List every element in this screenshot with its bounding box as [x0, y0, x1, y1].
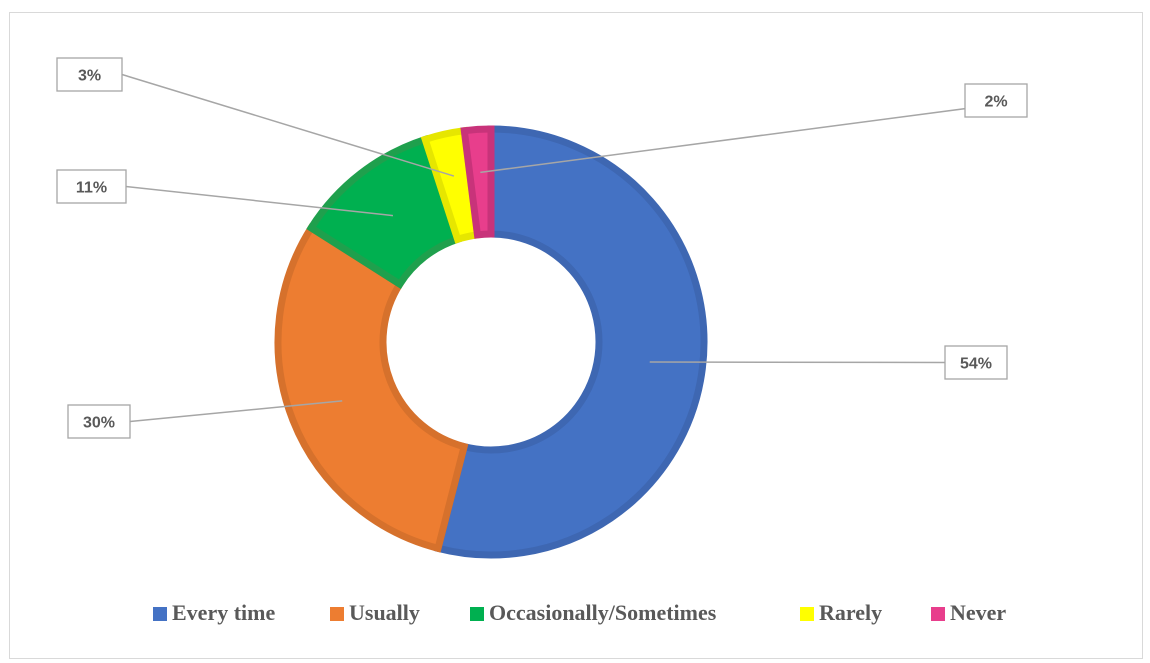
legend-item-never: Never: [931, 600, 1006, 625]
legend-swatch: [800, 607, 814, 621]
legend: Every time Usually Occasionally/Sometimes R…: [153, 600, 1006, 625]
leader-line-usually: [129, 400, 343, 423]
legend-item-occasionally-sometimes: Occasionally/Sometimes: [470, 600, 717, 625]
legend-swatch: [330, 607, 344, 621]
data-label-box: [56, 169, 127, 204]
legend-label: Every time: [172, 600, 275, 625]
leader-line-occasionally-sometimes: [125, 185, 394, 217]
legend-swatch: [470, 607, 484, 621]
legend-swatch: [931, 607, 945, 621]
data-labels: 54% 30% 11% 3% 2%: [56, 57, 1028, 439]
leader-line-never: [480, 99, 1028, 174]
leader-lines: [121, 73, 1028, 423]
data-label-box: [944, 345, 1008, 380]
data-label-rarely: 3%: [56, 57, 123, 92]
data-label-text: 3%: [78, 68, 101, 85]
data-label-box: [67, 404, 131, 439]
data-label-text: 30%: [83, 415, 115, 432]
data-label-text: 54%: [960, 356, 992, 373]
legend-item-usually: Usually: [330, 600, 420, 625]
leader-line-rarely: [121, 73, 455, 177]
legend-item-rarely: Rarely: [800, 600, 882, 625]
data-label-text: 11%: [76, 180, 107, 197]
data-label-never: 2%: [964, 83, 1028, 118]
data-label-every-time: 54%: [944, 345, 1008, 380]
data-label-text: 2%: [984, 94, 1007, 111]
data-label-box: [964, 83, 1028, 118]
legend-label: Occasionally/Sometimes: [489, 600, 717, 625]
slice-never: [460, 125, 495, 239]
slice-every-time: [433, 125, 708, 559]
slice-usually: [274, 223, 469, 553]
data-label-occasionally-sometimes: 11%: [56, 169, 127, 204]
chart-frame: [9, 12, 1143, 659]
legend-label: Rarely: [819, 600, 882, 625]
data-label-usually: 30%: [67, 404, 131, 439]
data-label-box: [56, 57, 123, 92]
legend-item-every-time: Every time: [153, 600, 275, 625]
legend-label: Usually: [349, 600, 420, 625]
legend-label: Never: [950, 600, 1006, 625]
donut-slices: [274, 125, 708, 559]
legend-swatch: [153, 607, 167, 621]
